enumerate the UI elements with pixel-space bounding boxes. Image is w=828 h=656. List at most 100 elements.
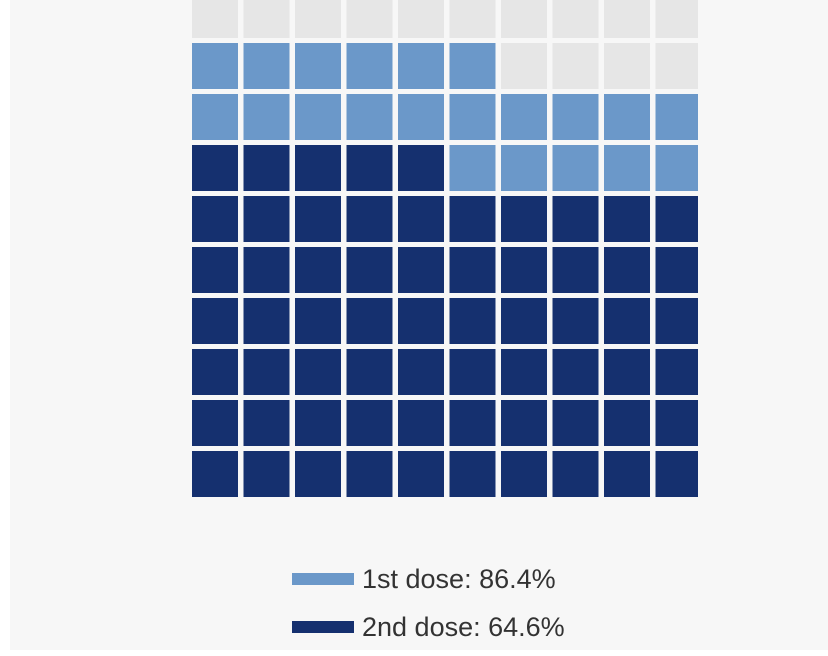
waffle-cell-second-dose xyxy=(449,400,496,446)
waffle-cell-second-dose xyxy=(192,196,238,242)
waffle-cell-second-dose xyxy=(346,196,393,242)
waffle-cell-empty xyxy=(192,0,238,38)
waffle-cell-first-dose xyxy=(655,145,698,191)
waffle-cell-second-dose xyxy=(295,196,341,242)
waffle-cell-empty xyxy=(243,0,290,38)
waffle-cell-second-dose xyxy=(655,196,698,242)
waffle-cell-first-dose xyxy=(501,94,547,140)
waffle-cell-empty xyxy=(501,43,547,89)
waffle-cell-second-dose xyxy=(295,247,341,293)
waffle-cell-empty xyxy=(552,43,599,89)
waffle-cell-first-dose xyxy=(398,43,444,89)
waffle-cell-first-dose xyxy=(346,94,393,140)
waffle-cell-second-dose xyxy=(398,196,444,242)
waffle-cell-first-dose xyxy=(192,94,238,140)
waffle-cell-first-dose xyxy=(346,43,393,89)
waffle-cell-second-dose xyxy=(501,247,547,293)
waffle-cell-second-dose xyxy=(346,451,393,497)
waffle-cell-second-dose xyxy=(398,400,444,446)
waffle-cell-second-dose xyxy=(192,451,238,497)
waffle-cell-second-dose xyxy=(449,247,496,293)
waffle-cell-second-dose xyxy=(192,298,238,344)
waffle-cell-second-dose xyxy=(192,349,238,395)
waffle-cell-first-dose xyxy=(552,94,599,140)
waffle-cell-second-dose xyxy=(243,400,290,446)
waffle-cell-second-dose xyxy=(243,451,290,497)
waffle-cell-second-dose xyxy=(398,349,444,395)
waffle-cell-second-dose xyxy=(295,400,341,446)
waffle-cell-second-dose xyxy=(398,145,444,191)
waffle-cell-first-dose xyxy=(295,43,341,89)
legend-swatch-second-dose xyxy=(292,621,354,633)
waffle-cell-second-dose xyxy=(243,196,290,242)
waffle-cell-second-dose xyxy=(655,298,698,344)
waffle-cell-first-dose xyxy=(604,94,650,140)
waffle-cell-empty xyxy=(398,0,444,38)
waffle-cell-second-dose xyxy=(449,349,496,395)
waffle-cell-first-dose xyxy=(604,145,650,191)
waffle-cell-second-dose xyxy=(192,400,238,446)
waffle-cell-second-dose xyxy=(346,298,393,344)
waffle-cell-second-dose xyxy=(552,349,599,395)
waffle-cell-second-dose xyxy=(192,247,238,293)
waffle-cell-empty xyxy=(449,0,496,38)
waffle-cell-second-dose xyxy=(604,247,650,293)
waffle-cell-first-dose xyxy=(398,94,444,140)
waffle-cell-second-dose xyxy=(346,247,393,293)
waffle-cell-first-dose xyxy=(192,43,238,89)
waffle-cell-first-dose xyxy=(552,145,599,191)
waffle-cell-second-dose xyxy=(552,247,599,293)
waffle-cell-second-dose xyxy=(604,196,650,242)
waffle-cell-first-dose xyxy=(243,43,290,89)
waffle-cell-empty xyxy=(604,0,650,38)
waffle-cell-second-dose xyxy=(501,349,547,395)
waffle-chart xyxy=(192,0,698,497)
waffle-cell-second-dose xyxy=(501,196,547,242)
waffle-cell-second-dose xyxy=(655,400,698,446)
waffle-cell-empty xyxy=(604,43,650,89)
waffle-cell-second-dose xyxy=(243,298,290,344)
waffle-cell-second-dose xyxy=(604,349,650,395)
waffle-cell-first-dose xyxy=(449,94,496,140)
waffle-cell-second-dose xyxy=(243,145,290,191)
waffle-cell-first-dose xyxy=(655,94,698,140)
legend-swatch-first-dose xyxy=(292,573,354,585)
chart-panel: 1st dose: 86.4% 2nd dose: 64.6% xyxy=(10,0,828,650)
waffle-cell-second-dose xyxy=(295,298,341,344)
waffle-cell-second-dose xyxy=(604,298,650,344)
waffle-cell-second-dose xyxy=(243,349,290,395)
waffle-cell-second-dose xyxy=(449,196,496,242)
waffle-cell-second-dose xyxy=(552,298,599,344)
waffle-cell-second-dose xyxy=(655,349,698,395)
waffle-cell-second-dose xyxy=(604,400,650,446)
waffle-cell-empty xyxy=(346,0,393,38)
waffle-cell-second-dose xyxy=(243,247,290,293)
waffle-cell-first-dose xyxy=(449,43,496,89)
waffle-cell-second-dose xyxy=(501,298,547,344)
waffle-cell-second-dose xyxy=(552,451,599,497)
waffle-cell-second-dose xyxy=(398,247,444,293)
waffle-cell-second-dose xyxy=(501,400,547,446)
waffle-cell-empty xyxy=(655,43,698,89)
waffle-cell-empty xyxy=(655,0,698,38)
legend-label-first-dose: 1st dose: 86.4% xyxy=(362,564,556,594)
waffle-cell-second-dose xyxy=(398,298,444,344)
waffle-cell-second-dose xyxy=(295,451,341,497)
waffle-cell-second-dose xyxy=(192,145,238,191)
waffle-cell-empty xyxy=(552,0,599,38)
waffle-cell-empty xyxy=(295,0,341,38)
waffle-cell-empty xyxy=(501,0,547,38)
waffle-cell-second-dose xyxy=(604,451,650,497)
waffle-cell-second-dose xyxy=(449,298,496,344)
waffle-cell-second-dose xyxy=(655,247,698,293)
waffle-cell-second-dose xyxy=(501,451,547,497)
waffle-cell-second-dose xyxy=(449,451,496,497)
waffle-cell-second-dose xyxy=(346,145,393,191)
waffle-cell-second-dose xyxy=(655,451,698,497)
waffle-cell-first-dose xyxy=(295,94,341,140)
waffle-cell-first-dose xyxy=(243,94,290,140)
waffle-cell-second-dose xyxy=(398,451,444,497)
waffle-cell-second-dose xyxy=(552,196,599,242)
waffle-cell-second-dose xyxy=(552,400,599,446)
legend-label-second-dose: 2nd dose: 64.6% xyxy=(362,612,565,642)
